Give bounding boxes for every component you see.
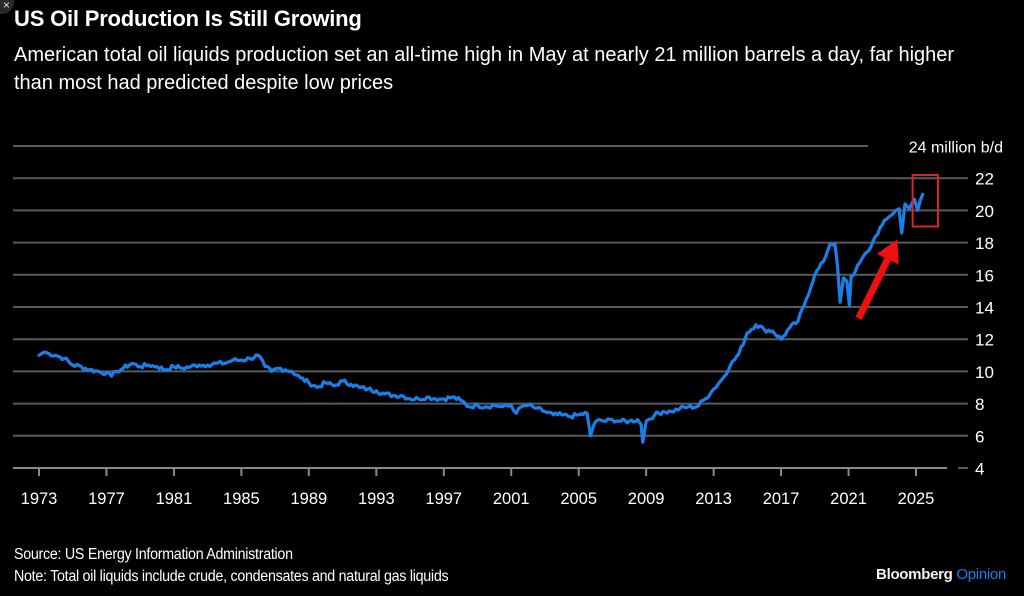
highlight-box — [911, 173, 939, 228]
y-tick-label: 4 — [975, 460, 984, 479]
x-tick-label: 1973 — [21, 490, 58, 508]
y-tick-label: 8 — [975, 395, 984, 414]
x-tick-label: 2021 — [830, 490, 867, 508]
x-tick-label: 2001 — [493, 490, 530, 508]
y-tick-label: 20 — [975, 202, 994, 221]
y-axis: 4 6 8 10 12 14 16 18 20 22 24 million b/d — [909, 140, 1003, 479]
y-tick-label: 6 — [975, 427, 984, 446]
y-tick-label: 18 — [975, 234, 994, 253]
x-tick-label: 2005 — [560, 490, 597, 508]
x-tick-label: 2013 — [695, 490, 732, 508]
arrow-shaft — [855, 257, 891, 320]
x-tick-label: 1977 — [88, 490, 125, 508]
footnote: Note: Total oil liquids include crude, c… — [14, 568, 449, 585]
y-tick-label: 16 — [975, 266, 994, 285]
annotations — [855, 173, 939, 320]
x-tick-label: 1989 — [290, 490, 327, 508]
y-tick-label: 22 — [975, 170, 994, 189]
x-axis: 1973 1977 1981 1985 1989 1993 1997 2001 2005 2009… — [13, 467, 947, 508]
chart-subtitle: American total oil liquids production se… — [14, 44, 955, 94]
gridlines — [13, 145, 968, 469]
y-tick-label: 24 million b/d — [909, 140, 1003, 157]
brand-primary: Bloomberg — [876, 566, 953, 583]
y-tick-label: 12 — [975, 331, 994, 350]
series-line — [37, 192, 925, 444]
series-layer — [37, 192, 925, 444]
x-tick-label: 1981 — [156, 490, 193, 508]
chart-title: US Oil Production Is Still Growing — [14, 6, 362, 31]
x-tick-label: 1993 — [358, 490, 395, 508]
x-tick-label: 2025 — [898, 490, 935, 508]
x-tick-label: 2017 — [763, 490, 800, 508]
y-tick-label: 10 — [975, 363, 994, 382]
x-tick-label: 1985 — [223, 490, 260, 508]
brand-secondary: Opinion — [956, 566, 1006, 583]
brand-logo: Bloomberg Opinion — [876, 566, 1006, 583]
arrow-head — [876, 239, 899, 265]
x-tick-label: 2009 — [628, 490, 665, 508]
x-tick-label: 1997 — [425, 490, 462, 508]
source-note: Source: US Energy Information Administra… — [14, 546, 293, 563]
y-tick-label: 14 — [975, 299, 994, 318]
